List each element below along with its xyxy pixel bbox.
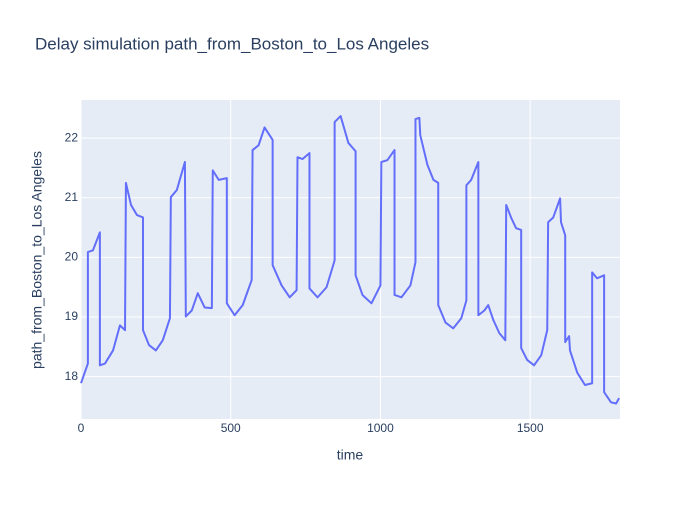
y-tick-label: 19 bbox=[65, 309, 79, 323]
x-tick-label: 0 bbox=[78, 421, 85, 435]
y-axis-title: path_from_Boston_to_Los Angeles bbox=[29, 151, 45, 369]
y-tick-label: 21 bbox=[65, 190, 79, 204]
x-tick-label: 1000 bbox=[367, 421, 394, 435]
y-tick-label: 20 bbox=[65, 250, 79, 264]
line bbox=[80, 115, 620, 405]
x-tick-label: 1500 bbox=[517, 421, 544, 435]
y-tick-label: 18 bbox=[65, 369, 79, 383]
x-axis-title: time bbox=[337, 447, 364, 463]
y-tick-label: 22 bbox=[65, 130, 79, 144]
chart-title: Delay simulation path_from_Boston_to_Los… bbox=[35, 34, 429, 53]
x-tick-label: 500 bbox=[221, 421, 241, 435]
plot-area bbox=[81, 100, 620, 419]
